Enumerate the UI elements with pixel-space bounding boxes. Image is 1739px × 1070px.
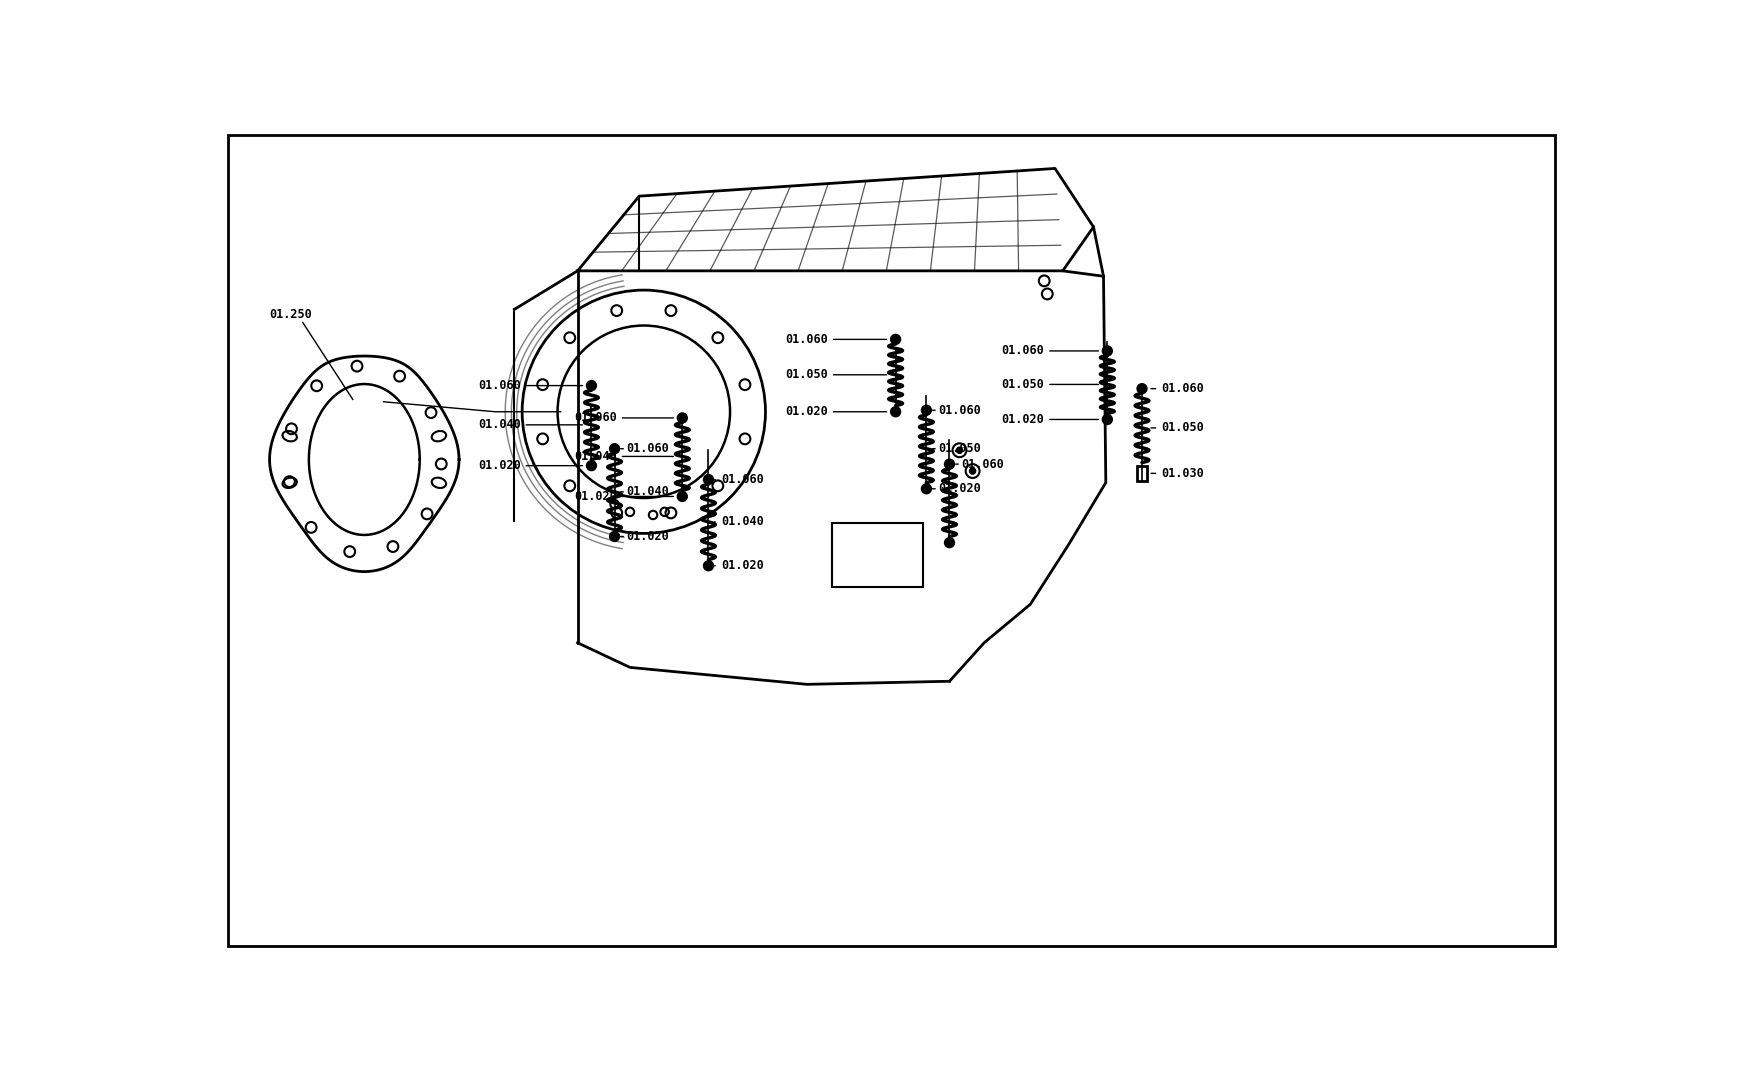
- Circle shape: [1137, 384, 1146, 394]
- Circle shape: [1103, 415, 1111, 424]
- Text: 01.040: 01.040: [715, 516, 763, 529]
- Text: 01.050: 01.050: [1002, 378, 1097, 391]
- Text: 01.060: 01.060: [932, 403, 981, 416]
- Circle shape: [956, 447, 962, 454]
- Circle shape: [704, 561, 713, 570]
- Text: 01.060: 01.060: [955, 458, 1003, 471]
- Text: 01.020: 01.020: [478, 459, 583, 472]
- Circle shape: [704, 475, 713, 484]
- Circle shape: [586, 381, 596, 391]
- Circle shape: [944, 459, 953, 469]
- Circle shape: [610, 444, 619, 454]
- Circle shape: [586, 461, 596, 471]
- Text: 01.040: 01.040: [478, 418, 583, 431]
- Text: 01.020: 01.020: [1002, 413, 1097, 426]
- Circle shape: [610, 532, 619, 541]
- Text: 01.060: 01.060: [621, 442, 668, 455]
- Text: 01.050: 01.050: [1149, 422, 1203, 434]
- Circle shape: [676, 492, 687, 501]
- Text: 01.060: 01.060: [784, 333, 887, 346]
- Text: 01.060: 01.060: [715, 473, 763, 486]
- Circle shape: [922, 406, 930, 415]
- Text: 01.040: 01.040: [621, 486, 668, 499]
- Bar: [1136, 465, 1146, 482]
- Text: 01.040: 01.040: [574, 449, 673, 463]
- Text: 01.050: 01.050: [784, 368, 887, 381]
- Circle shape: [944, 538, 953, 547]
- Text: 01.060: 01.060: [1149, 382, 1203, 395]
- Text: 01.020: 01.020: [621, 530, 668, 542]
- Circle shape: [676, 413, 687, 423]
- Text: 01.020: 01.020: [574, 490, 673, 503]
- Circle shape: [890, 408, 899, 416]
- Text: 01.020: 01.020: [715, 560, 763, 572]
- Text: 01.250: 01.250: [270, 308, 313, 321]
- Text: 01.030: 01.030: [1149, 467, 1203, 479]
- Text: 01.060: 01.060: [478, 379, 583, 392]
- Text: 01.020: 01.020: [784, 406, 887, 418]
- Circle shape: [890, 335, 899, 343]
- Circle shape: [969, 468, 976, 474]
- Circle shape: [1103, 347, 1111, 355]
- Circle shape: [922, 484, 930, 493]
- Text: 01.060: 01.060: [574, 412, 673, 425]
- Bar: [831, 523, 922, 586]
- Text: 01.060: 01.060: [1002, 345, 1097, 357]
- Text: 01.020: 01.020: [932, 483, 981, 495]
- Text: 01.050: 01.050: [932, 442, 981, 455]
